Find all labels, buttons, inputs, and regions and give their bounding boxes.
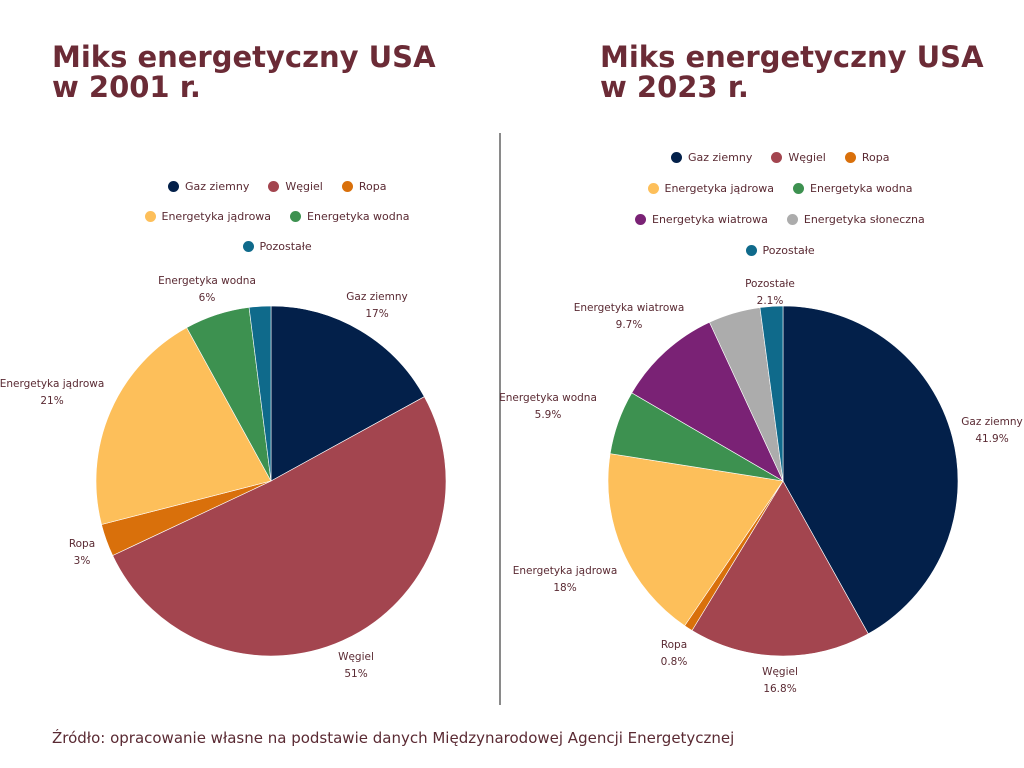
- divider: [499, 133, 501, 705]
- legend-label: Pozostałe: [259, 240, 312, 253]
- legend-swatch-icon: [793, 183, 805, 194]
- legend-label: Ropa: [861, 151, 890, 164]
- pie-slice-wiatrowa: [631, 321, 784, 482]
- legend-item: Energetyka jądrowa: [647, 182, 775, 195]
- legend-label: Węgiel: [285, 180, 323, 193]
- legend-label: Pozostałe: [762, 244, 815, 257]
- pie-slice-jadrowa: [95, 327, 272, 525]
- legend-row: Pozostałe: [745, 244, 815, 257]
- legend-label: Ropa: [358, 180, 387, 193]
- data-label-wodna: Energetyka wodna 6%: [158, 275, 256, 304]
- legend-swatch-icon: [268, 181, 280, 192]
- data-label-wodna: Energetyka wodna 5.9%: [499, 392, 597, 421]
- legend-item: Energetyka wodna: [290, 210, 409, 223]
- legend-swatch-icon: [144, 211, 156, 222]
- chart-title-2023: Miks energetyczny USA w 2023 r.: [600, 42, 984, 102]
- legend-label: Energetyka wodna: [307, 210, 410, 223]
- legend-item: Ropa: [341, 180, 387, 193]
- pie-slice-gaz: [782, 305, 959, 635]
- legend-swatch-icon: [771, 152, 783, 163]
- legend-item: Energetyka wodna: [793, 182, 912, 195]
- data-label-pozostale: Pozostałe 2.1%: [745, 278, 795, 307]
- legend-row: Pozostałe: [242, 240, 312, 253]
- title-line: w 2001 r.: [52, 70, 201, 104]
- legend-swatch-icon: [290, 211, 302, 222]
- legend-swatch-icon: [635, 214, 646, 225]
- pie-slice-jadrowa: [607, 453, 784, 627]
- legend-item: Węgiel: [268, 180, 323, 193]
- pie-slice-pozostale: [759, 305, 784, 482]
- data-label-ropa: Ropa 0.8%: [661, 639, 688, 668]
- chart-title-2001: Miks energetyczny USA w 2001 r.: [52, 42, 436, 102]
- legend-item: Pozostałe: [242, 240, 312, 253]
- title-line: Miks energetyczny USA: [52, 40, 436, 74]
- legend-row: Energetyka jądrowa Energetyka wodna: [647, 182, 912, 195]
- legend-item: Gaz ziemny: [168, 180, 249, 193]
- legend-label: Węgiel: [788, 151, 826, 164]
- pie-chart-2023: Gaz ziemny 41.9% Węgiel 16.8% Ropa 0.8% Energe…: [499, 278, 1023, 695]
- legend-label: Energetyka jądrowa: [161, 210, 272, 223]
- data-label-gaz: Gaz ziemny 17%: [346, 291, 407, 320]
- legend-item: Energetyka słoneczna: [786, 213, 925, 226]
- legend-row: Gaz ziemny Węgiel Ropa: [168, 180, 386, 193]
- legend-row: Gaz ziemny Węgiel Ropa: [671, 151, 889, 164]
- legend-swatch-icon: [786, 214, 798, 225]
- legend-swatch-icon: [844, 152, 856, 163]
- legend-item: Ropa: [844, 151, 890, 164]
- data-label-jadrowa: Energetyka jądrowa 21%: [0, 378, 104, 407]
- pie-slice-gaz: [270, 305, 425, 482]
- legend-label: Energetyka wiatrowa: [652, 213, 768, 226]
- legend-item: Węgiel: [771, 151, 826, 164]
- legend-swatch-icon: [242, 241, 254, 252]
- data-label-ropa: Ropa 3%: [69, 538, 95, 567]
- legend-label: Energetyka słoneczna: [803, 213, 925, 226]
- title-line: w 2023 r.: [600, 70, 749, 104]
- data-label-gaz: Gaz ziemny 41.9%: [961, 416, 1022, 445]
- legend-label: Gaz ziemny: [688, 151, 753, 164]
- legend-row: Energetyka jądrowa Energetyka wodna: [144, 210, 409, 223]
- pie-slice-wegiel: [691, 480, 869, 657]
- legend-row: Energetyka wiatrowa Energetyka słoneczna: [635, 213, 925, 226]
- legend-swatch-icon: [341, 181, 353, 192]
- legend-swatch-icon: [647, 183, 659, 194]
- pie-slice-pozostale: [248, 305, 272, 482]
- data-label-wiatrowa: Energetyka wiatrowa 9.7%: [574, 302, 685, 331]
- legend-label: Gaz ziemny: [185, 180, 250, 193]
- legend-item: Pozostałe: [745, 244, 815, 257]
- pie-chart-2001: Gaz ziemny 17% Węgiel 51% Ropa 3% Energetyka j…: [0, 275, 447, 680]
- source-note: Źródło: opracowanie własne na podstawie …: [52, 729, 735, 747]
- legend-label: Energetyka jądrowa: [664, 182, 775, 195]
- data-label-wegiel: Węgiel 51%: [338, 651, 374, 680]
- data-label-wegiel: Węgiel 16.8%: [762, 666, 798, 695]
- legend-item: Energetyka wiatrowa: [635, 213, 768, 226]
- legend-label: Energetyka wodna: [810, 182, 913, 195]
- title-line: Miks energetyczny USA: [600, 40, 984, 74]
- legend-item: Gaz ziemny: [671, 151, 752, 164]
- legend-swatch-icon: [745, 245, 757, 256]
- pie-slice-wegiel: [112, 396, 447, 657]
- legend-swatch-icon: [168, 181, 179, 192]
- legend-swatch-icon: [671, 152, 682, 163]
- data-label-jadrowa: Energetyka jądrowa 18%: [513, 565, 618, 594]
- legend-item: Energetyka jądrowa: [144, 210, 272, 223]
